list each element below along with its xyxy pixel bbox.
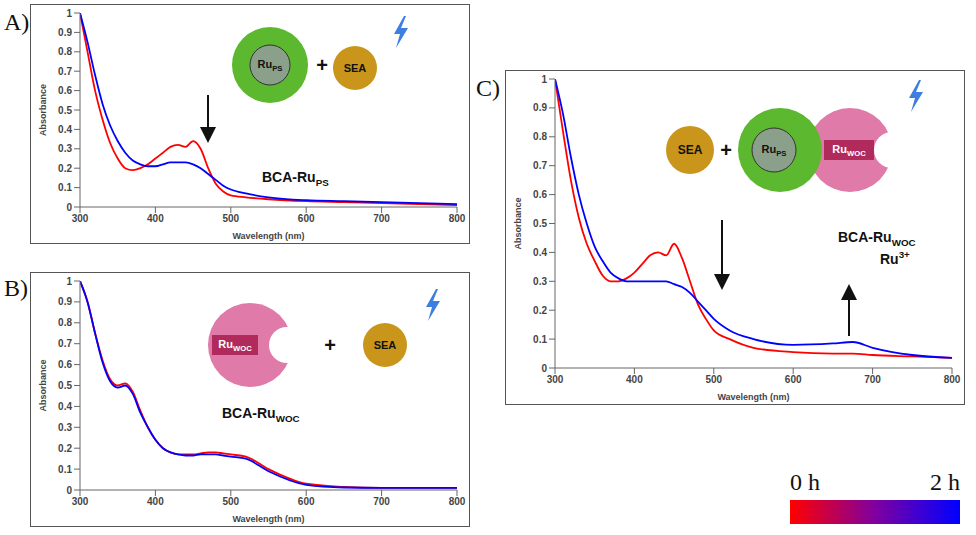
svg-text:400: 400 <box>626 374 643 385</box>
svg-text:700: 700 <box>864 374 881 385</box>
svg-text:+: + <box>720 139 732 161</box>
svg-text:800: 800 <box>944 374 961 385</box>
svg-text:Wavelength (nm): Wavelength (nm) <box>232 514 304 524</box>
svg-text:0: 0 <box>66 202 72 213</box>
svg-text:300: 300 <box>72 213 89 224</box>
svg-text:1: 1 <box>66 276 72 287</box>
svg-text:600: 600 <box>298 213 315 224</box>
svg-text:SEA: SEA <box>344 62 367 74</box>
svg-text:Absorbance: Absorbance <box>38 84 48 136</box>
svg-text:0.7: 0.7 <box>58 338 72 349</box>
svg-text:0.6: 0.6 <box>533 189 547 200</box>
svg-text:0.8: 0.8 <box>58 317 72 328</box>
svg-text:+: + <box>316 54 328 76</box>
svg-text:SEA: SEA <box>678 143 703 157</box>
svg-text:RuWOC: RuWOC <box>218 338 252 353</box>
svg-text:SEA: SEA <box>374 339 397 351</box>
svg-text:300: 300 <box>547 374 564 385</box>
svg-text:0.5: 0.5 <box>533 218 547 229</box>
svg-text:Wavelength (nm): Wavelength (nm) <box>232 231 304 241</box>
svg-text:0 h: 0 h <box>790 469 820 495</box>
svg-text:800: 800 <box>449 213 466 224</box>
svg-text:0.2: 0.2 <box>58 443 72 454</box>
svg-text:0: 0 <box>66 485 72 496</box>
svg-text:0.2: 0.2 <box>533 305 547 316</box>
svg-text:0.1: 0.1 <box>58 182 72 193</box>
svg-text:B): B) <box>4 275 28 301</box>
svg-text:0.1: 0.1 <box>533 334 547 345</box>
svg-text:400: 400 <box>147 213 164 224</box>
svg-text:0.2: 0.2 <box>58 163 72 174</box>
svg-text:2 h: 2 h <box>930 469 960 495</box>
svg-text:300: 300 <box>72 496 89 507</box>
svg-text:800: 800 <box>449 496 466 507</box>
svg-text:0.9: 0.9 <box>58 296 72 307</box>
svg-text:Absorbance: Absorbance <box>38 359 48 411</box>
svg-text:700: 700 <box>373 496 390 507</box>
svg-text:Wavelength (nm): Wavelength (nm) <box>717 392 789 402</box>
svg-text:C): C) <box>476 75 500 101</box>
svg-text:0.4: 0.4 <box>58 401 72 412</box>
svg-text:+: + <box>324 334 336 356</box>
svg-text:0.9: 0.9 <box>58 27 72 38</box>
svg-text:500: 500 <box>705 374 722 385</box>
svg-text:0.3: 0.3 <box>58 422 72 433</box>
svg-text:500: 500 <box>222 496 239 507</box>
svg-text:0.6: 0.6 <box>58 359 72 370</box>
svg-text:1: 1 <box>541 74 547 85</box>
svg-text:0.3: 0.3 <box>533 276 547 287</box>
svg-text:0.5: 0.5 <box>58 380 72 391</box>
svg-text:BCA-RuPS: BCA-RuPS <box>262 169 329 188</box>
svg-text:600: 600 <box>785 374 802 385</box>
svg-text:BCA-RuWOC: BCA-RuWOC <box>222 405 300 424</box>
svg-text:0.7: 0.7 <box>533 160 547 171</box>
svg-text:Ru3+: Ru3+ <box>880 249 910 267</box>
svg-text:0.1: 0.1 <box>58 464 72 475</box>
svg-text:0.5: 0.5 <box>58 105 72 116</box>
svg-text:0.3: 0.3 <box>58 143 72 154</box>
svg-text:0.8: 0.8 <box>533 131 547 142</box>
svg-text:0.8: 0.8 <box>58 46 72 57</box>
svg-text:1: 1 <box>66 8 72 19</box>
svg-text:0.4: 0.4 <box>58 124 72 135</box>
svg-text:0.9: 0.9 <box>533 102 547 113</box>
svg-text:0.4: 0.4 <box>533 247 547 258</box>
svg-text:RuPS: RuPS <box>762 143 787 158</box>
svg-text:A): A) <box>4 9 29 35</box>
svg-text:0.6: 0.6 <box>58 85 72 96</box>
svg-text:500: 500 <box>222 213 239 224</box>
svg-text:Absorbance: Absorbance <box>513 197 523 249</box>
svg-text:0.7: 0.7 <box>58 66 72 77</box>
svg-text:700: 700 <box>373 213 390 224</box>
svg-text:RuWOC: RuWOC <box>832 143 866 158</box>
svg-text:400: 400 <box>147 496 164 507</box>
svg-text:600: 600 <box>298 496 315 507</box>
svg-text:0: 0 <box>541 363 547 374</box>
svg-text:BCA-RuWOC: BCA-RuWOC <box>838 229 916 248</box>
svg-text:RuPS: RuPS <box>258 58 283 73</box>
